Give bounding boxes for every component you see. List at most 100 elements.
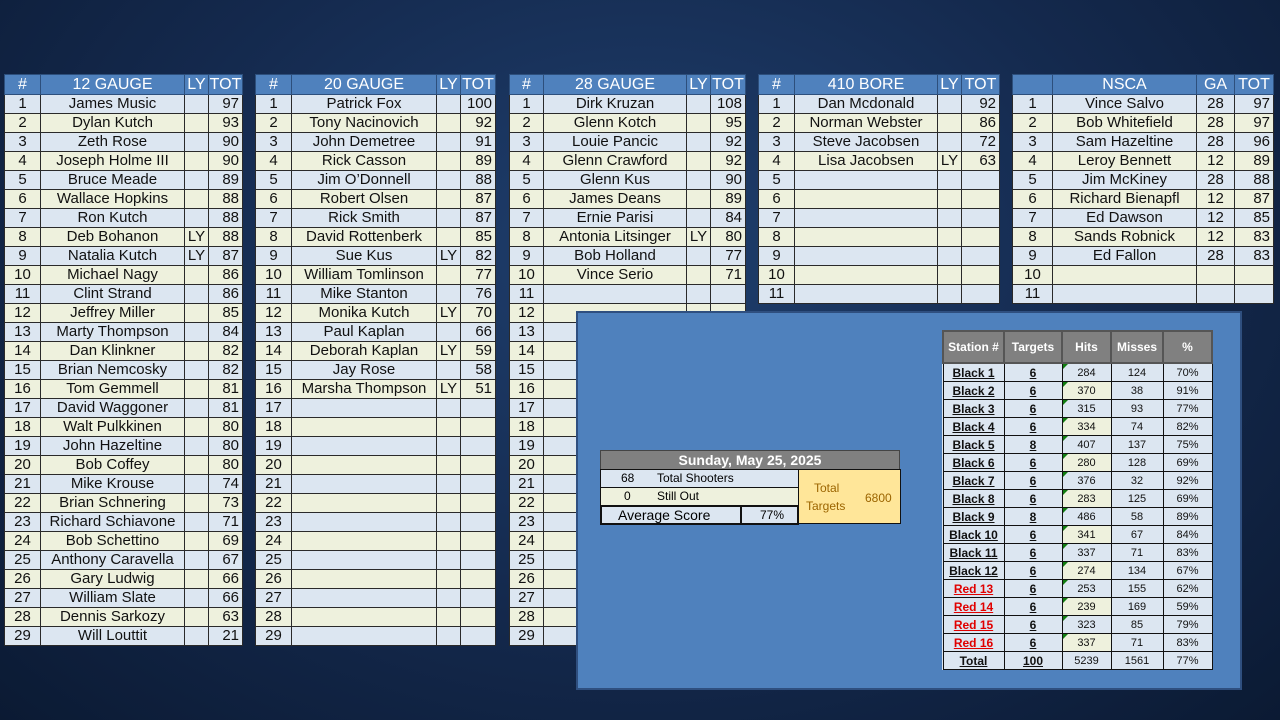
total-cell: 80 bbox=[208, 455, 243, 475]
total-cell: 88 bbox=[1234, 170, 1274, 190]
table-row: 13 Paul Kaplan 66 bbox=[255, 322, 496, 342]
rank-cell: 18 bbox=[255, 417, 292, 437]
ly-cell bbox=[937, 132, 962, 152]
rank-cell: 11 bbox=[758, 284, 795, 304]
ly-cell bbox=[184, 265, 209, 285]
total-cell: 89 bbox=[710, 189, 746, 209]
total-cell: 59 bbox=[460, 341, 496, 361]
rank-cell: 19 bbox=[509, 436, 544, 456]
ly-header: LY bbox=[686, 74, 711, 95]
rank-cell: 2 bbox=[509, 113, 544, 133]
name-cell: Marty Thompson bbox=[40, 322, 185, 342]
total-cell: 90 bbox=[710, 170, 746, 190]
total-cell: 83 bbox=[1234, 246, 1274, 266]
total-cell: 90 bbox=[208, 151, 243, 171]
rank-cell: 16 bbox=[4, 379, 41, 399]
table-row: 8 Antonia Litsinger LY 80 bbox=[509, 227, 746, 247]
table-row: 1 Dirk Kruzan 108 bbox=[509, 94, 746, 114]
ly-cell bbox=[436, 436, 461, 456]
ly-cell: 28 bbox=[1196, 170, 1235, 190]
table-row: 1 James Music 97 bbox=[4, 94, 243, 114]
table-row: 26 bbox=[255, 569, 496, 589]
rank-cell: 12 bbox=[4, 303, 41, 323]
score-table-3: #410 BORE LY TOT 1 Dan Mcdonald 92 2 Norman Web… bbox=[758, 74, 1000, 304]
station-targets: 6 bbox=[1003, 561, 1063, 580]
name-cell: Dylan Kutch bbox=[40, 113, 185, 133]
name-cell: Gary Ludwig bbox=[40, 569, 185, 589]
table-row: 10 Michael Nagy 86 bbox=[4, 265, 243, 285]
total-cell: 70 bbox=[460, 303, 496, 323]
ly-cell bbox=[184, 189, 209, 209]
rank-cell: 26 bbox=[4, 569, 41, 589]
ly-cell bbox=[184, 379, 209, 399]
table-row: 9 Bob Holland 77 bbox=[509, 246, 746, 266]
station-targets: 6 bbox=[1003, 633, 1063, 652]
table-row: 19 John Hazeltine 80 bbox=[4, 436, 243, 456]
rank-cell: 4 bbox=[255, 151, 292, 171]
table-row: 23 Richard Schiavone 71 bbox=[4, 512, 243, 532]
rank-cell: 24 bbox=[255, 531, 292, 551]
hits-header-cell: Hits bbox=[1061, 330, 1112, 364]
table-row: 7 Ron Kutch 88 bbox=[4, 208, 243, 228]
station-row: Black 9 8 486 58 89% bbox=[942, 507, 1213, 526]
station-misses: 155 bbox=[1110, 579, 1164, 598]
total-targets-box: Total Targets 6800 bbox=[798, 469, 901, 524]
rank-header: # bbox=[758, 74, 795, 95]
station-row: Red 13 6 253 155 62% bbox=[942, 579, 1213, 598]
total-header: TOT bbox=[460, 74, 496, 95]
rank-cell: 9 bbox=[1012, 246, 1053, 266]
rank-cell: 5 bbox=[1012, 170, 1053, 190]
table-row: 6 Wallace Hopkins 88 bbox=[4, 189, 243, 209]
name-cell: Steve Jacobsen bbox=[794, 132, 938, 152]
ly-cell: LY bbox=[436, 379, 461, 399]
table-row: 29 Will Louttit 21 bbox=[4, 626, 243, 646]
station-percent: 67% bbox=[1162, 561, 1213, 580]
total-cell bbox=[460, 607, 496, 627]
rank-header: # bbox=[4, 74, 41, 95]
station-misses: 38 bbox=[1110, 381, 1164, 400]
name-cell: William Slate bbox=[40, 588, 185, 608]
total-targets-label-1: Total bbox=[814, 481, 840, 495]
rank-cell: 8 bbox=[255, 227, 292, 247]
total-cell: 97 bbox=[208, 94, 243, 114]
table-row: 9 bbox=[758, 246, 1000, 266]
name-cell: Dirk Kruzan bbox=[543, 94, 687, 114]
total-cell: 85 bbox=[1234, 208, 1274, 228]
ly-cell bbox=[184, 474, 209, 494]
total-cell bbox=[460, 512, 496, 532]
name-cell: Sam Hazeltine bbox=[1052, 132, 1197, 152]
ly-cell: LY bbox=[436, 303, 461, 323]
ly-header: GA bbox=[1196, 74, 1235, 95]
table-row: 7 Rick Smith 87 bbox=[255, 208, 496, 228]
ly-cell bbox=[686, 284, 711, 304]
ly-cell bbox=[686, 208, 711, 228]
station-hits: 315 bbox=[1061, 399, 1112, 418]
ly-cell bbox=[436, 113, 461, 133]
total-targets-value: 6800 bbox=[865, 491, 892, 505]
rank-cell: 3 bbox=[1012, 132, 1053, 152]
rank-cell: 27 bbox=[4, 588, 41, 608]
name-cell: Vince Salvo bbox=[1052, 94, 1197, 114]
station-row: Black 3 6 315 93 77% bbox=[942, 399, 1213, 418]
rank-cell: 25 bbox=[509, 550, 544, 570]
name-cell: Jay Rose bbox=[291, 360, 437, 380]
station-misses: 67 bbox=[1110, 525, 1164, 544]
station-hits: 239 bbox=[1061, 597, 1112, 616]
total-cell: 92 bbox=[460, 113, 496, 133]
ly-cell bbox=[184, 493, 209, 513]
name-cell bbox=[794, 170, 938, 190]
station-percent: 59% bbox=[1162, 597, 1213, 616]
total-shooters-label: Total Shooters bbox=[657, 471, 734, 485]
ly-cell: 12 bbox=[1196, 227, 1235, 247]
total-cell: 87 bbox=[460, 189, 496, 209]
table-row: 2 Bob Whitefield 28 97 bbox=[1012, 113, 1274, 133]
table-row: 13 Marty Thompson 84 bbox=[4, 322, 243, 342]
rank-cell: 4 bbox=[758, 151, 795, 171]
total-cell bbox=[961, 265, 1000, 285]
total-cell: 90 bbox=[208, 132, 243, 152]
total-cell bbox=[460, 626, 496, 646]
name-cell: Mike Krouse bbox=[40, 474, 185, 494]
table-row: 28 bbox=[255, 607, 496, 627]
name-cell bbox=[291, 455, 437, 475]
rank-cell: 21 bbox=[4, 474, 41, 494]
